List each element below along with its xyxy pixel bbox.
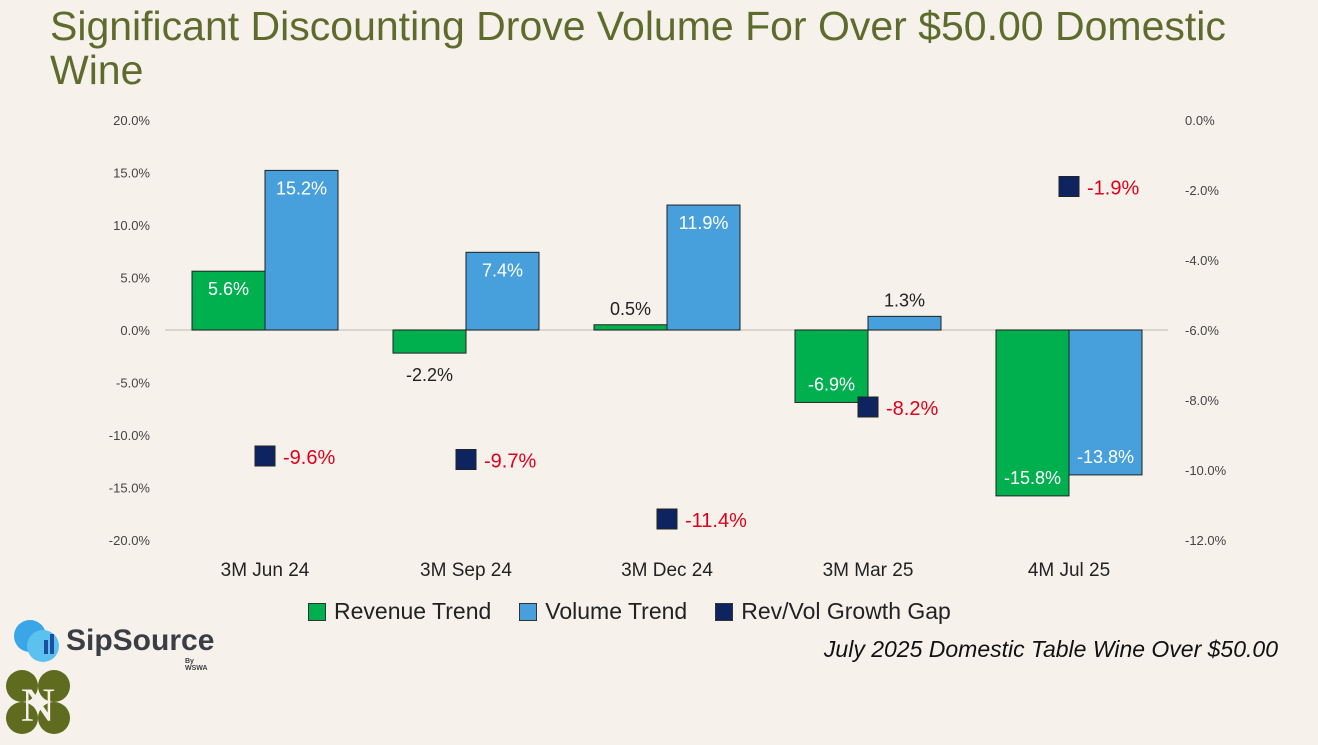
legend-label: Rev/Vol Growth Gap (741, 598, 951, 624)
legend-swatch-gap (715, 602, 734, 621)
legend-item-revenue: Revenue Trend (308, 598, 491, 625)
right-axis-tick: -12.0% (1185, 533, 1227, 548)
right-axis-tick: -2.0% (1185, 183, 1219, 198)
legend-item-volume: Volume Trend (519, 598, 687, 625)
source-note: July 2025 Domestic Table Wine Over $50.0… (823, 636, 1278, 662)
revenue-bar (593, 324, 668, 331)
sipsource-by: By WSWA (185, 658, 208, 672)
gap-label: -9.7% (484, 451, 536, 473)
revenue-bar (995, 329, 1070, 497)
chart-title: Significant Discounting Drove Volume For… (50, 3, 1226, 93)
data-label: 7.4% (482, 260, 523, 280)
legend-swatch-volume (519, 602, 538, 621)
gap-marker (857, 396, 879, 418)
n-logo: N (6, 670, 70, 734)
gap-marker (1058, 176, 1080, 197)
left-axis-tick: -20.0% (109, 533, 151, 548)
left-axis-tick: 10.0% (113, 218, 150, 233)
right-axis-tick: 0.0% (1185, 113, 1215, 128)
gap-label: -8.2% (886, 398, 938, 420)
data-label: 1.3% (884, 290, 925, 310)
revenue-bar (794, 329, 869, 403)
data-label: -15.8% (1004, 468, 1061, 488)
sipsource-logo: SipSource By WSWA (10, 618, 215, 672)
chart-area: 20.0% 15.0% 10.0% 5.0% 0.0% -5.0% -10.0% -15.0%… (109, 113, 1227, 581)
data-label: -6.9% (808, 374, 855, 394)
volume-bar (465, 251, 540, 331)
left-axis-tick: 0.0% (120, 323, 150, 338)
svg-text:N: N (21, 679, 56, 732)
gap-label: -11.4% (685, 510, 747, 532)
x-axis-tick: 3M Dec 24 (621, 560, 713, 581)
data-label: 5.6% (208, 279, 249, 299)
x-axis-tick: 3M Jun 24 (221, 560, 310, 581)
gap-marker (254, 445, 276, 467)
x-axis-tick: 3M Sep 24 (420, 560, 512, 581)
volume-bar (666, 204, 741, 331)
left-axis-tick: -5.0% (116, 376, 150, 391)
left-axis-tick: 5.0% (120, 271, 150, 286)
right-axis-tick: -4.0% (1185, 253, 1219, 268)
legend-swatch-revenue (308, 602, 326, 621)
gap-label: -9.6% (283, 447, 335, 469)
legend-item-gap: Rev/Vol Growth Gap (715, 598, 951, 625)
volume-bar (1068, 329, 1143, 476)
data-label: 11.9% (679, 213, 729, 233)
volume-bar (264, 169, 339, 331)
data-label: 0.5% (610, 299, 651, 319)
data-label: -2.2% (406, 365, 453, 385)
x-axis-tick: 4M Jul 25 (1028, 560, 1110, 581)
legend-label: Volume Trend (545, 598, 688, 624)
data-label: -13.8% (1077, 447, 1134, 467)
x-axis-tick: 3M Mar 25 (823, 560, 914, 581)
legend-label: Revenue Trend (334, 598, 492, 624)
sipsource-logo-icon (14, 620, 59, 662)
legend: Revenue Trend Volume Trend Rev/Vol Growt… (308, 598, 951, 625)
data-label: 15.2% (276, 178, 327, 198)
sipsource-brand: SipSource (66, 624, 215, 657)
left-axis-tick: 20.0% (113, 113, 150, 128)
revenue-bar (392, 329, 467, 354)
right-axis-tick: -10.0% (1185, 463, 1227, 478)
revenue-bar (191, 270, 266, 331)
gap-marker (656, 508, 678, 530)
left-axis-tick: -10.0% (109, 428, 151, 443)
volume-bar (867, 315, 942, 331)
gap-label: -1.9% (1087, 178, 1139, 200)
left-axis-tick: -15.0% (109, 481, 151, 496)
right-axis-tick: -6.0% (1185, 323, 1219, 338)
left-axis-tick: 15.0% (113, 166, 150, 181)
right-axis-tick: -8.0% (1185, 393, 1219, 408)
gap-marker (455, 449, 477, 470)
